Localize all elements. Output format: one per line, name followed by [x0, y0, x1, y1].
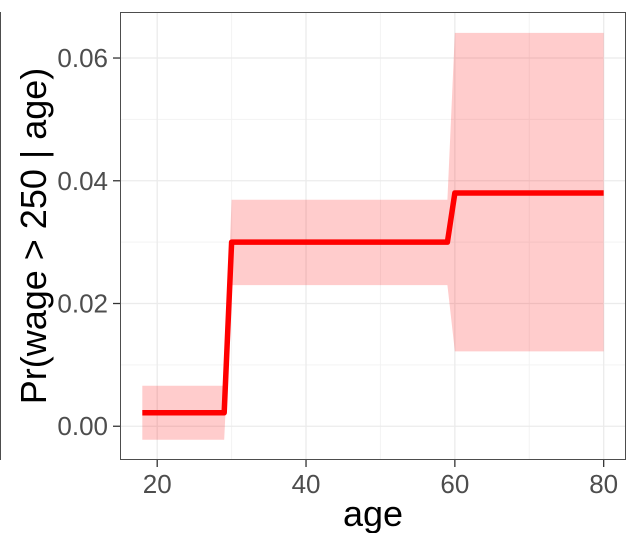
x-tick-label: 60 [440, 469, 469, 499]
y-tick-label: 0.04 [57, 166, 108, 196]
grid-major [120, 12, 626, 460]
x-tick-label: 20 [143, 469, 172, 499]
y-axis-title: Pr(wage > 250 | age) [13, 68, 54, 405]
y-axis: 0.00 0.02 0.04 0.06 [57, 43, 120, 441]
y-ticks [113, 57, 120, 427]
series-line-0 [142, 190, 604, 416]
y-tick-label: 0.00 [57, 411, 108, 441]
y-tick-label: 0.02 [57, 289, 108, 319]
x-tick-labels: 20 40 60 80 [143, 469, 618, 499]
plot-panel [120, 12, 626, 460]
y-tick-labels: 0.00 0.02 0.04 0.06 [57, 43, 108, 441]
series-lines [142, 190, 604, 416]
x-ticks [156, 460, 605, 467]
x-axis: 20 40 60 80 [143, 460, 618, 499]
panel-background [120, 12, 626, 460]
x-tick-label: 80 [589, 469, 618, 499]
confidence-band [142, 32, 604, 440]
x-axis-title: age [343, 493, 403, 533]
y-tick-label: 0.06 [57, 43, 108, 73]
panel-border [120, 12, 626, 460]
x-tick-label: 40 [292, 469, 321, 499]
